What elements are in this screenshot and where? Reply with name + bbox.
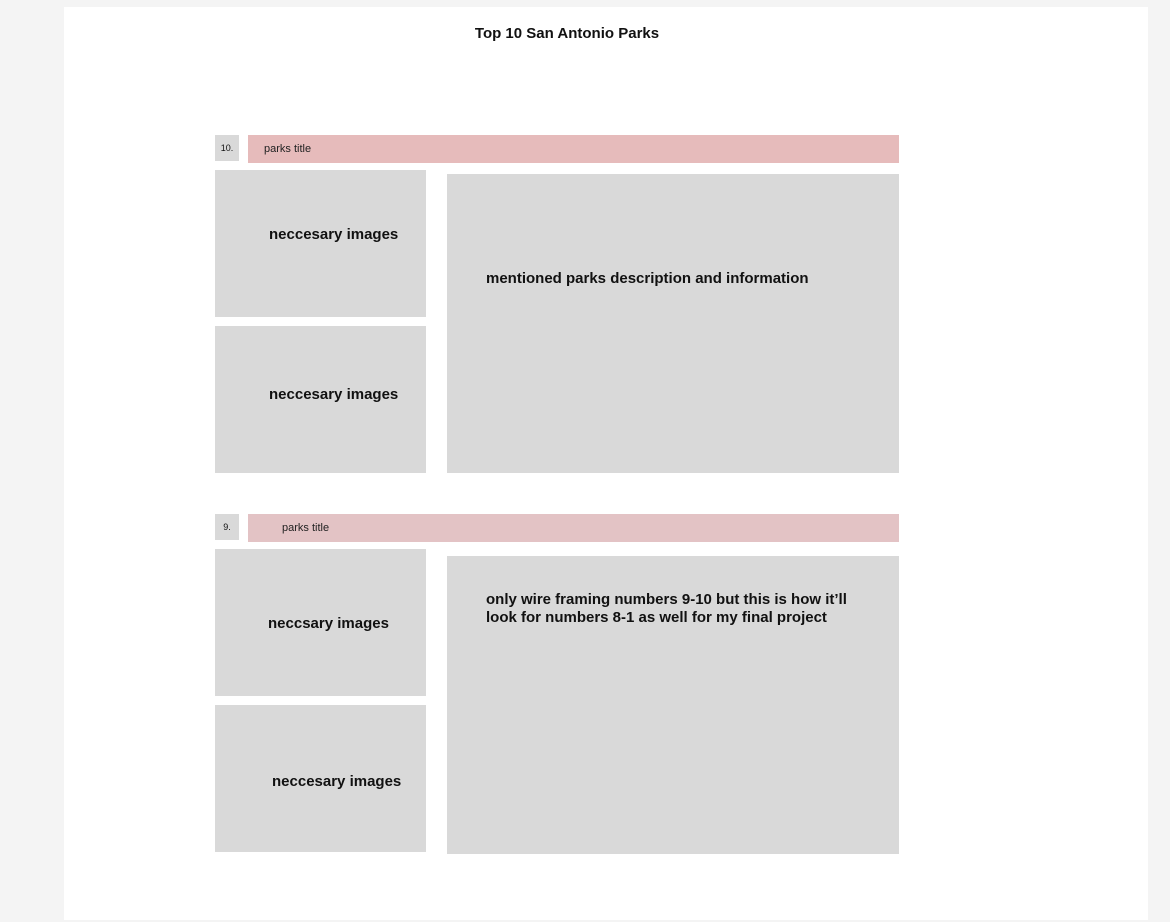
rank-number-badge: 10. bbox=[215, 135, 239, 161]
park-title-bar: parks title bbox=[248, 514, 899, 542]
park-title-bar: parks title bbox=[248, 135, 899, 163]
park-image-placeholder: neccesary images bbox=[215, 705, 426, 852]
park-description-box: mentioned parks description and informat… bbox=[447, 174, 899, 473]
park-description-text: only wire framing numbers 9-10 but this … bbox=[486, 591, 847, 626]
park-title-text: parks title bbox=[282, 522, 330, 534]
page-title: Top 10 San Antonio Parks bbox=[474, 25, 660, 42]
park-title-text: parks title bbox=[264, 143, 312, 155]
rank-number-badge: 9. bbox=[215, 514, 239, 540]
image-placeholder-label: neccesary images bbox=[269, 226, 399, 243]
image-placeholder-label: neccsary images bbox=[268, 615, 389, 632]
park-description-text: mentioned parks description and informat… bbox=[486, 270, 809, 287]
image-placeholder-label: neccesary images bbox=[272, 773, 402, 790]
park-image-placeholder: neccesary images bbox=[215, 170, 426, 317]
park-description-box: only wire framing numbers 9-10 but this … bbox=[447, 556, 899, 854]
park-image-placeholder: neccesary images bbox=[215, 326, 426, 473]
park-image-placeholder: neccsary images bbox=[215, 549, 426, 696]
image-placeholder-label: neccesary images bbox=[269, 386, 399, 403]
